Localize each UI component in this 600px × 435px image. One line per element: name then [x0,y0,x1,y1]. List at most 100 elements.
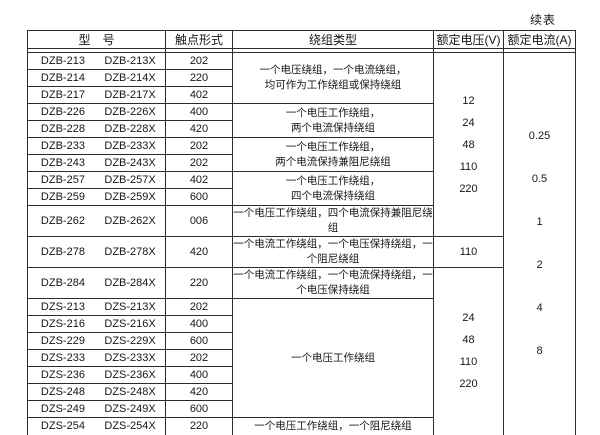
continued-table-label: 续表 [529,13,556,27]
model-number-x: DZB-213X [104,55,156,68]
model-number-x: DZB-228X [104,123,156,136]
header-contact-form: 触点形式 [165,30,233,49]
contact-form-cell: 600 [165,400,233,418]
table-row: DZB-259 DZB-259X 600 [27,188,576,206]
model-number: DZB-213 [40,55,85,68]
relay-spec-table: 型 号 触点形式 绕组类型 额定电压(V) 额定电流(A) DZB-213 DZB… [27,30,576,435]
model-cell: DZB-278 DZB-278X [27,236,166,268]
header-rated-voltage: 额定电压(V) [433,30,504,49]
table-row: DZB-284 DZB-284X 220 一个电流工作绕组，一个电流保持绕组，一个… [27,267,576,435]
model-number: DZS-254 [40,420,85,433]
table-row: DZB-278 DZB-278X 420 一个电流工作绕组，一个电压保持绕组，一个… [27,236,576,268]
contact-form-cell: 202 [165,154,233,172]
model-cell: DZS-233 DZS-233X [27,349,166,367]
winding-type-cell: 一个电压工作绕组 [232,298,434,418]
model-cell: DZS-248 DZS-248X [27,383,166,401]
contact-form-cell: 202 [165,52,233,70]
table-row: DZB-213 DZB-213X 202 一个电压绕组，一个电流绕组， 均可作为工… [27,52,576,435]
model-number: DZS-216 [40,318,85,331]
winding-type-cell: 一个电压工作绕组， 两个电流保持绕组 [232,103,434,138]
model-cell: DZS-213 DZS-213X [27,298,166,316]
model-number: DZB-262 [40,215,85,228]
contact-form-cell: 400 [165,315,233,333]
model-number: DZS-233 [40,352,85,365]
winding-type-cell: 一个电压工作绕组，一个阻尼绕组 [232,417,434,435]
model-number: DZB-257 [40,174,85,187]
model-number: DZB-278 [40,246,85,259]
model-number-x: DZB-257X [104,174,156,187]
contact-form-cell: 202 [165,349,233,367]
model-number-x: DZS-236X [104,369,156,382]
model-cell: DZB-214 DZB-214X [27,69,166,87]
model-number-x: DZB-243X [104,157,156,170]
winding-type-cell: 一个电压绕组，一个电流绕组， 均可作为工作绕组或保持绕组 [232,52,434,104]
model-cell: DZB-228 DZB-228X [27,120,166,138]
model-number-x: DZB-233X [104,140,156,153]
winding-type-cell: 一个电压工作绕组， 两个电流保持兼阻尼绕组 [232,137,434,172]
model-number: DZB-226 [40,106,85,119]
model-cell: DZB-262 DZB-262X [27,205,166,237]
model-number-x: DZB-214X [104,72,156,85]
model-number-x: DZS-249X [104,403,156,416]
contact-form-cell: 402 [165,171,233,189]
model-number: DZB-228 [40,123,85,136]
model-number: DZS-248 [40,386,85,399]
contact-form-cell: 006 [165,205,233,237]
model-cell: DZS-216 DZS-216X [27,315,166,333]
model-number-x: DZS-229X [104,335,156,348]
model-cell: DZS-236 DZS-236X [27,366,166,384]
model-number: DZB-214 [40,72,85,85]
model-number-x: DZB-217X [104,89,156,102]
table-row: DZS-216 DZS-216X 400 [27,315,576,333]
table-row: DZB-233 DZB-233X 202 一个电压工作绕组， 两个电流保持兼阻尼绕… [27,137,576,172]
table-row: DZS-248 DZS-248X 420 [27,383,576,401]
model-number: DZB-233 [40,140,85,153]
winding-type-cell: 一个电压工作绕组，四个电流保持兼阻尼绕组 [232,205,434,237]
model-cell: DZS-229 DZS-229X [27,332,166,350]
model-number: DZB-259 [40,191,85,204]
model-cell: DZB-213 DZB-213X [27,52,166,70]
table-row: DZB-243 DZB-243X 202 [27,154,576,172]
contact-form-cell: 402 [165,86,233,104]
model-number-x: DZB-259X [104,191,156,204]
model-cell: DZB-226 DZB-226X [27,103,166,121]
rated-current-cell: 0.25 0.5 1 2 4 8 [503,52,576,435]
model-cell: DZB-243 DZB-243X [27,154,166,172]
rated-voltage-cell: 110 [433,236,504,268]
table-row: DZB-226 DZB-226X 400 一个电压工作绕组， 两个电流保持绕组 [27,103,576,138]
model-number: DZS-213 [40,301,85,314]
model-number-x: DZS-233X [104,352,156,365]
header-winding-type: 绕组类型 [232,30,434,49]
model-number: DZS-229 [40,335,85,348]
contact-form-cell: 220 [165,267,233,299]
contact-form-cell: 220 [165,69,233,87]
model-number-x: DZB-226X [104,106,156,119]
header-row: 型 号 触点形式 绕组类型 额定电压(V) 额定电流(A) [27,30,576,49]
model-number: DZB-243 [40,157,85,170]
model-number: DZB-217 [40,89,85,102]
table-row: DZS-213 DZS-213X 202 一个电压工作绕组 [27,298,576,418]
contact-form-cell: 400 [165,103,233,121]
contact-form-cell: 420 [165,120,233,138]
winding-type-cell: 一个电压工作绕组， 四个电流保持绕组 [232,171,434,206]
model-number: DZS-236 [40,369,85,382]
model-cell: DZS-254 DZS-254X [27,417,166,435]
model-number: DZS-249 [40,403,85,416]
model-number-x: DZB-284X [104,277,156,290]
contact-form-cell: 420 [165,383,233,401]
contact-form-cell: 600 [165,332,233,350]
model-cell: DZB-217 DZB-217X [27,86,166,104]
table-row: DZB-214 DZB-214X 220 [27,69,576,87]
model-number-x: DZS-216X [104,318,156,331]
table-row: DZB-257 DZB-257X 402 一个电压工作绕组， 四个电流保持绕组 [27,171,576,206]
model-number-x: DZB-278X [104,246,156,259]
header-model: 型 号 [27,30,166,49]
model-number-x: DZS-254X [104,420,156,433]
model-cell: DZB-284 DZB-284X [27,267,166,299]
contact-form-cell: 400 [165,366,233,384]
winding-type-cell: 一个电流工作绕组，一个电压保持绕组，一个阻尼绕组 [232,236,434,268]
contact-form-cell: 420 [165,236,233,268]
contact-form-cell: 202 [165,137,233,155]
rated-voltage-cell: 24 48 110 220 [433,267,504,435]
rated-voltage-cell: 12 24 48 110 220 [433,52,504,237]
